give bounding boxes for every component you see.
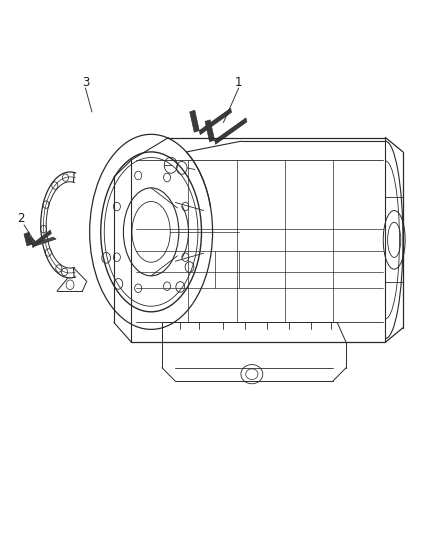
Polygon shape — [32, 230, 51, 248]
Polygon shape — [24, 232, 32, 246]
Text: 1: 1 — [235, 76, 243, 89]
Polygon shape — [205, 120, 215, 142]
Text: 3: 3 — [82, 76, 89, 89]
Polygon shape — [32, 237, 56, 246]
Polygon shape — [199, 108, 232, 135]
Text: 2: 2 — [17, 212, 25, 225]
Polygon shape — [215, 118, 247, 144]
Polygon shape — [29, 237, 35, 244]
Polygon shape — [190, 110, 199, 132]
